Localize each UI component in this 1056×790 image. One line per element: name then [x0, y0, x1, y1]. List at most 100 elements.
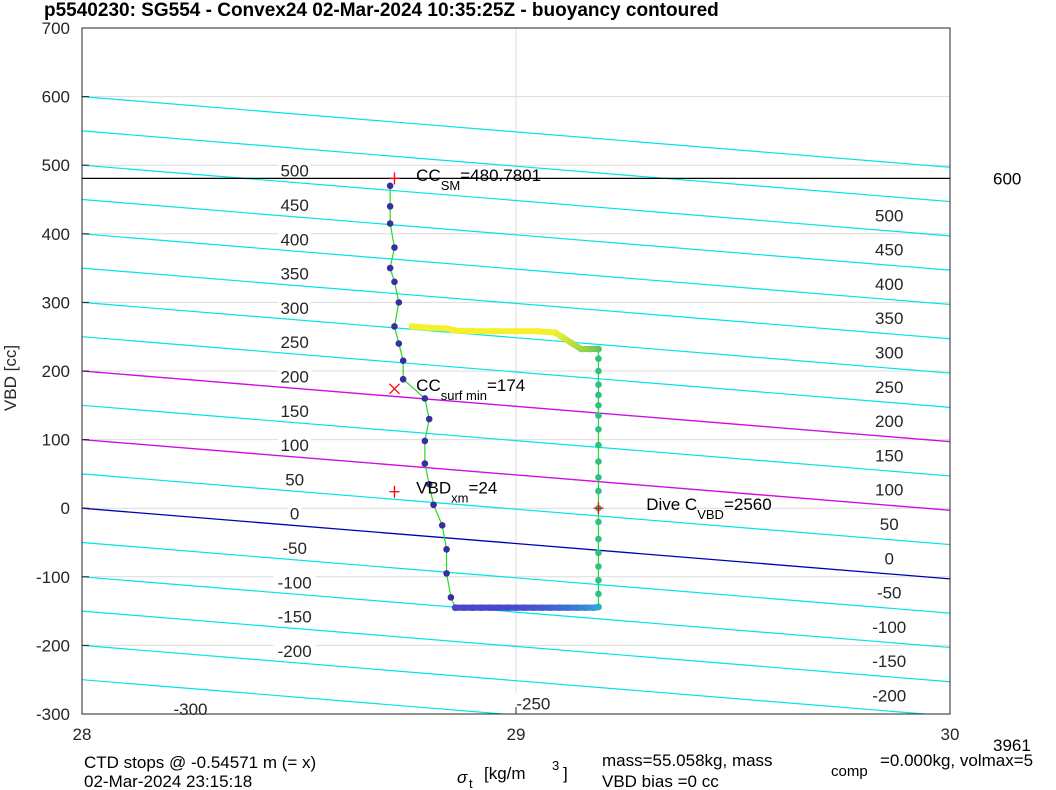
contour-label-bg: [872, 444, 906, 465]
marker-stroke: [389, 383, 400, 395]
data-point: [421, 437, 429, 445]
buoyancy-contours: [82, 96, 950, 714]
contour-label-bg: [278, 296, 312, 317]
chart-title: p5540230: SG554 - Convex24 02-Mar-2024 1…: [44, 0, 719, 21]
contour-label: -150: [278, 608, 312, 627]
data-point: [515, 328, 522, 335]
contour-label-bg: [278, 399, 312, 420]
data-point: [595, 412, 602, 419]
data-point: [399, 357, 407, 365]
contour-label-bg: [278, 262, 312, 283]
y-axis-label: VBD [cc]: [1, 345, 20, 411]
contour-label-bg: [872, 581, 906, 602]
contour-line-cyan: [82, 541, 950, 614]
x-axis-label-units: [kg/m: [484, 764, 526, 783]
contour-label-bg: [273, 571, 316, 592]
y-tick-label: 300: [42, 293, 70, 312]
data-point: [386, 182, 394, 190]
data-point: [391, 244, 398, 251]
data-point: [595, 549, 602, 557]
data-point: [430, 501, 437, 509]
contour-label: 150: [875, 446, 903, 465]
annotation-text: CCSM=480.7801: [416, 166, 541, 193]
contour-label-bg: [278, 331, 312, 352]
data-point: [595, 458, 602, 465]
data-point: [595, 381, 602, 389]
data-point: [595, 474, 602, 481]
contour-label: 50: [285, 470, 304, 489]
contour-label-bg: [872, 478, 906, 499]
contour-labels: 500450400350300250200150100500-50-100-15…: [169, 159, 911, 719]
y-tick-label: 100: [42, 431, 70, 450]
contour-label-bg: [273, 639, 316, 660]
data-point: [395, 299, 403, 306]
data-point: [595, 441, 602, 449]
x-tick-label: 30: [941, 725, 960, 744]
contour-label-bg: [882, 547, 897, 568]
contour-label-bg: [278, 159, 312, 180]
contour-label-bg: [278, 228, 312, 249]
data-point: [594, 603, 602, 611]
contour-label-bg: [283, 468, 307, 489]
contour-label-bg: [868, 615, 911, 636]
contour-line-zero: [82, 507, 950, 580]
data-point: [447, 594, 455, 601]
contour-label-bg: [868, 684, 911, 705]
contour-line-cyan: [82, 610, 950, 683]
data-point: [536, 328, 543, 335]
contour-label-bg: [872, 341, 906, 362]
data-point: [472, 328, 479, 335]
plus-marker: [593, 502, 604, 515]
y-tick-label: 700: [42, 19, 70, 38]
data-point: [595, 576, 602, 584]
contour-line-cyan: [82, 336, 950, 408]
contour-label: 0: [290, 505, 299, 524]
red-markers: [389, 172, 604, 515]
contour-label: 350: [875, 309, 903, 328]
contour-label: -50: [282, 539, 307, 558]
data-point: [595, 391, 602, 399]
contour-line-cyan: [82, 576, 950, 649]
data-points: [386, 182, 602, 611]
contour-label: 450: [280, 196, 308, 215]
plus-marker: [389, 485, 400, 498]
contour-line-cyan: [82, 404, 950, 477]
contour-line-cyan: [82, 473, 950, 546]
annotations: CCSM=480.7801 CCsurf min=174 VBDxm=24 Dive …: [416, 166, 772, 522]
contour-line-magenta: [82, 370, 950, 443]
mass-comp-sub: comp: [831, 763, 868, 780]
contour-line-magenta: [82, 438, 950, 511]
contour-label: 50: [880, 515, 899, 534]
data-point: [493, 328, 501, 335]
contour-label: 100: [280, 436, 308, 455]
contour-line-cyan: [82, 644, 933, 714]
contour-line-cyan: [82, 130, 950, 203]
data-point: [409, 323, 417, 330]
x-axis-label-sub: t: [469, 776, 473, 790]
data-point: [595, 402, 602, 409]
y-tick-label: 200: [42, 362, 70, 381]
y-tick-label: -300: [36, 705, 70, 724]
contour-line-cyan: [82, 164, 950, 237]
contour-label: 300: [280, 299, 308, 318]
right-number: 3961: [993, 736, 1031, 755]
annotation-text: Dive CVBD=2560: [646, 495, 772, 522]
cc-sm-line: 600: [82, 169, 1021, 188]
data-point: [595, 367, 602, 375]
contour-label-bg: [877, 512, 901, 533]
x-marker: [389, 383, 400, 395]
data-point: [595, 518, 602, 526]
data-point: [421, 460, 429, 467]
plus-marker: [389, 172, 400, 185]
contour-label-bg: [278, 536, 312, 557]
contour-label-bg: [872, 307, 906, 328]
contour-label-bg: [872, 204, 906, 225]
data-point: [386, 220, 394, 227]
contour-line-cyan: [82, 679, 511, 714]
contour-line-cyan: [82, 267, 950, 340]
contour-label: 350: [280, 265, 308, 284]
contour-label: 250: [280, 333, 308, 352]
contour-label-bg: [278, 434, 312, 455]
vbd-bias-text: VBD bias =0 cc: [602, 772, 719, 790]
contour-label: -50: [877, 584, 902, 603]
